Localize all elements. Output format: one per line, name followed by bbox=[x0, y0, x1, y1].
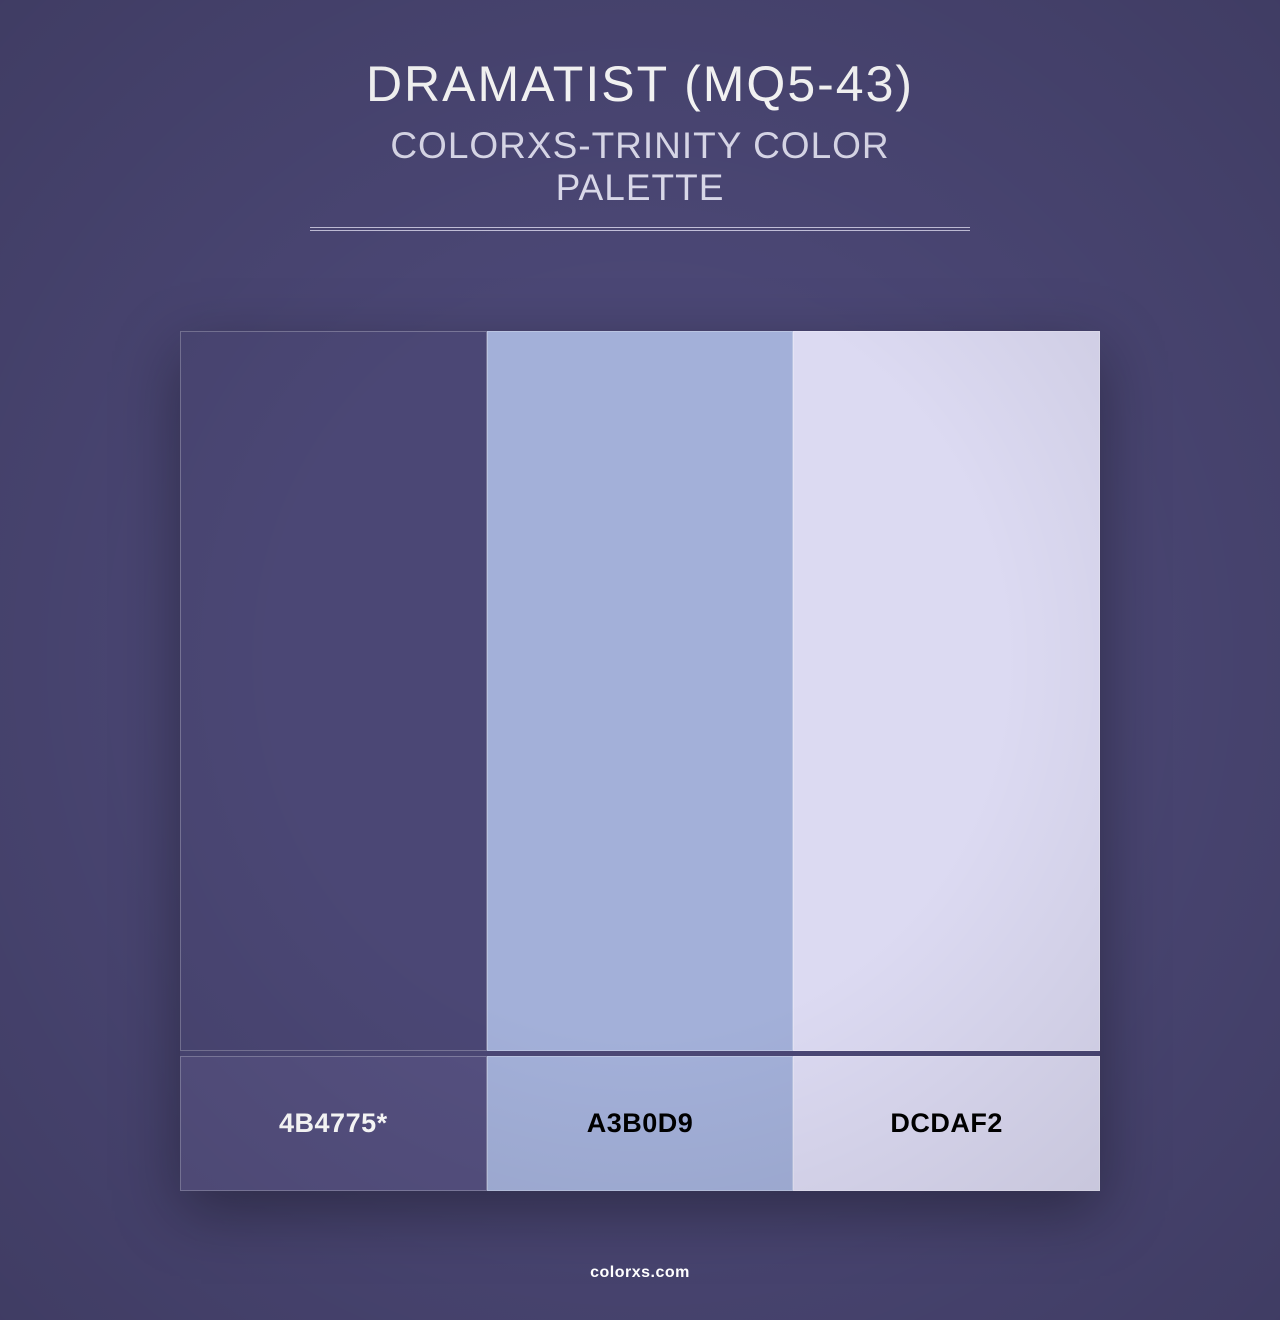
swatch-2 bbox=[793, 331, 1100, 1051]
header: DRAMATIST (MQ5-43) COLORXS-TRINITY COLOR… bbox=[310, 55, 970, 231]
label-row: 4B4775* A3B0D9 DCDAF2 bbox=[180, 1056, 1100, 1191]
label-cell-2: DCDAF2 bbox=[793, 1056, 1100, 1191]
label-cell-0: 4B4775* bbox=[180, 1056, 487, 1191]
swatch-label: 4B4775* bbox=[279, 1108, 388, 1139]
label-cell-1: A3B0D9 bbox=[487, 1056, 794, 1191]
header-divider bbox=[310, 227, 970, 231]
palette-container: 4B4775* A3B0D9 DCDAF2 bbox=[180, 331, 1100, 1191]
swatch-0 bbox=[180, 331, 487, 1051]
swatch-label: A3B0D9 bbox=[587, 1108, 694, 1139]
page-subtitle: COLORXS-TRINITY COLOR PALETTE bbox=[310, 125, 970, 209]
footer-credit: colorxs.com bbox=[590, 1264, 690, 1282]
swatch-label: DCDAF2 bbox=[890, 1108, 1003, 1139]
swatch-1 bbox=[487, 331, 794, 1051]
swatch-row bbox=[180, 331, 1100, 1051]
page-title: DRAMATIST (MQ5-43) bbox=[310, 55, 970, 113]
